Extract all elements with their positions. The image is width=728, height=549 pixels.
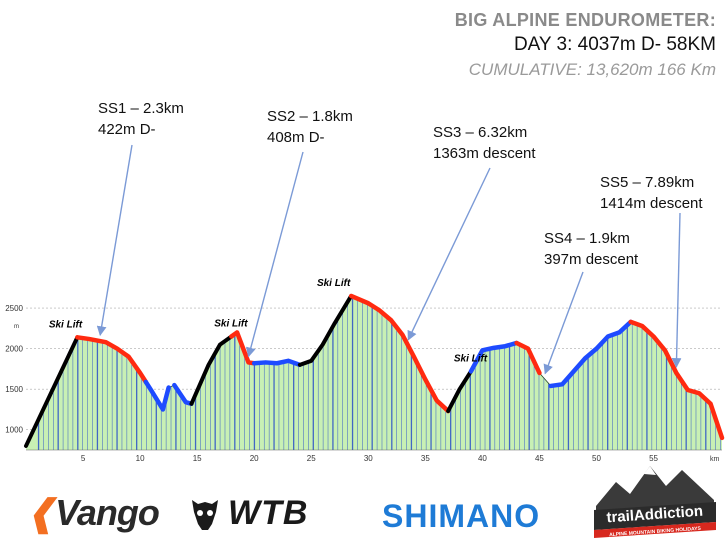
descent-segment — [514, 340, 542, 376]
stage-detail: 397m descent — [544, 251, 639, 268]
x-tick-label: 35 — [421, 454, 430, 463]
ski-lift-label: Ski Lift — [317, 278, 351, 289]
x-tick-label: 20 — [250, 454, 259, 463]
vango-logo: ❰Vango — [26, 492, 160, 533]
stage-name: SS3 – 6.32km — [433, 124, 528, 141]
ski-lift-line — [446, 369, 473, 414]
stage-label-ss5: SS5 – 7.89km 1414m descent — [600, 172, 703, 214]
stage-detail: 408m D- — [267, 129, 325, 146]
ski-lift-label: Ski Lift — [214, 318, 248, 329]
descent-segment — [628, 319, 725, 441]
ski-lift-line — [297, 293, 354, 367]
y-axis-label: m — [14, 324, 19, 330]
stage-label-ss2: SS2 – 1.8km 408m D- — [267, 106, 353, 148]
vango-logo-mark: ❰ — [26, 492, 56, 533]
descent-segment — [348, 293, 451, 414]
stage-label-ss1: SS1 – 2.3km 422m D- — [98, 98, 184, 140]
stage-detail: 1414m descent — [600, 195, 703, 212]
ski-lift-label: Ski Lift — [49, 319, 83, 330]
mountain-icon — [596, 466, 714, 514]
transfer-segment — [251, 358, 303, 368]
elevation-area — [26, 295, 722, 450]
x-tick-label: 30 — [364, 454, 373, 463]
stage-name: SS1 – 2.3km — [98, 100, 184, 117]
wtb-skull-icon — [192, 500, 218, 531]
day-summary: DAY 3: 4037m D- 58KM — [513, 34, 716, 55]
elevation-profile-chart: 1000 1500 2000 2500 m Ski Lift Ski Lift Ski Lif… — [5, 144, 725, 463]
transfer-segment — [468, 340, 519, 374]
stage-arrow — [96, 144, 133, 337]
transfer-segment — [548, 319, 633, 389]
transfer-segment — [143, 379, 171, 412]
wtb-logo: WTB — [190, 494, 308, 533]
x-tick-label: 45 — [535, 454, 544, 463]
ski-lift-line — [24, 335, 80, 448]
stage-name: SS4 – 1.9km — [544, 230, 630, 247]
chart-title: BIG ALPINE ENDUROMETER: — [454, 10, 716, 30]
cumulative-summary: CUMULATIVE: 13,620m 166 Km — [468, 60, 716, 79]
trailaddiction-logo: trailAddiction ALPINE MOUNTAIN BIKING HO… — [594, 466, 716, 538]
stage-label-ss4: SS4 – 1.9km 397m descent — [544, 228, 638, 270]
stage-label-ss3: SS3 – 6.32km 1363m descent — [433, 122, 536, 164]
x-tick-label: 25 — [307, 454, 316, 463]
stage-name: SS2 – 1.8km — [267, 108, 353, 125]
stage-detail: 1363m descent — [433, 145, 536, 162]
trailaddiction-wordmark: trailAddiction — [606, 503, 704, 527]
x-axis-label: km — [710, 456, 720, 463]
stage-arrow — [671, 212, 682, 368]
descent-segment — [229, 330, 257, 366]
x-tick-label: 40 — [478, 454, 487, 463]
stage-arrow — [246, 151, 304, 358]
ski-lift-line — [189, 334, 234, 406]
x-tick-label: 5 — [81, 454, 86, 463]
x-tick-label: 50 — [592, 454, 601, 463]
stage-arrow — [407, 167, 491, 341]
stage-detail: 422m D- — [98, 121, 156, 138]
x-tick-label: 55 — [649, 454, 658, 463]
x-tick-label: 15 — [193, 454, 202, 463]
y-tick-label: 2500 — [5, 304, 23, 313]
shimano-logo: SHIMANO — [382, 498, 541, 534]
y-tick-label: 2000 — [5, 345, 23, 354]
descent-segment — [75, 335, 149, 385]
stage-name: SS5 – 7.89km — [600, 174, 695, 191]
ski-lift-label: Ski Lift — [454, 353, 488, 364]
stage-arrow — [543, 271, 584, 375]
y-tick-label: 1000 — [5, 426, 23, 435]
y-tick-label: 1500 — [5, 385, 23, 394]
x-tick-label: 10 — [136, 454, 145, 463]
